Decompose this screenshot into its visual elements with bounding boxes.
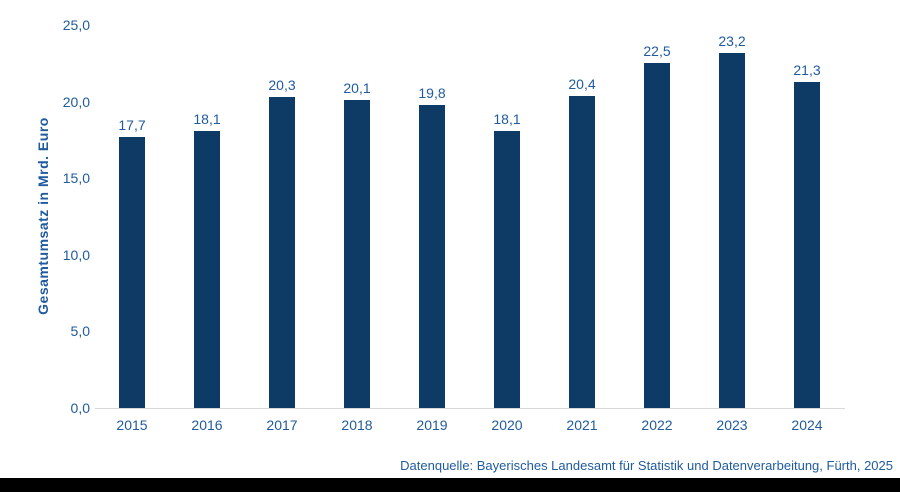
bar [344, 100, 370, 408]
bar [569, 95, 595, 408]
bar-value-label: 20,3 [268, 77, 296, 93]
bar-value-label: 22,5 [643, 43, 671, 60]
bar-value-label: 23,2 [718, 32, 746, 49]
plot-area: 17,7 18,1 20,3 20,1 19,8 18,1 20,4 22,5 23,2 21,3 [95, 25, 845, 408]
data-source-note: Datenquelle: Bayerisches Landesamt für S… [400, 458, 893, 473]
y-tick-label: 15,0 [62, 170, 90, 187]
x-tick-label: 2017 [266, 417, 298, 433]
x-tick-label: 2019 [416, 417, 448, 433]
x-tick-label: 2021 [566, 417, 598, 433]
bar [194, 130, 220, 408]
y-tick-label: 5,0 [70, 323, 90, 340]
bar-value-label: 19,8 [418, 84, 446, 101]
bar-value-label: 18,1 [493, 110, 521, 127]
x-tick-label: 2023 [716, 417, 748, 433]
x-tick-label: 2024 [791, 417, 823, 433]
bar [794, 81, 820, 408]
bar [719, 52, 745, 408]
y-tick-label: 10,0 [62, 246, 90, 263]
bar [494, 130, 520, 408]
bar [419, 104, 445, 408]
x-tick-label: 2020 [491, 417, 523, 433]
bar [119, 136, 145, 408]
x-tick-label: 2022 [641, 417, 673, 433]
bar-value-label: 21,3 [793, 61, 821, 78]
bar [269, 97, 295, 408]
x-tick-label: 2018 [341, 417, 373, 433]
x-tick-label: 2015 [116, 417, 148, 433]
x-tick-label: 2016 [191, 417, 223, 433]
x-axis-line [95, 408, 845, 409]
bar-value-label: 20,4 [568, 75, 596, 92]
footer-bar [0, 478, 900, 492]
bar-value-label: 18,1 [193, 110, 221, 127]
y-axis-title: Gesamtumsatz in Mrd. Euro [35, 117, 51, 315]
y-tick-label: 25,0 [62, 17, 90, 33]
bar-value-label: 17,7 [118, 116, 146, 133]
y-tick-label: 0,0 [70, 400, 90, 416]
bar [644, 63, 670, 408]
y-tick-label: 20,0 [62, 93, 90, 110]
bar-value-label: 20,1 [343, 80, 371, 97]
